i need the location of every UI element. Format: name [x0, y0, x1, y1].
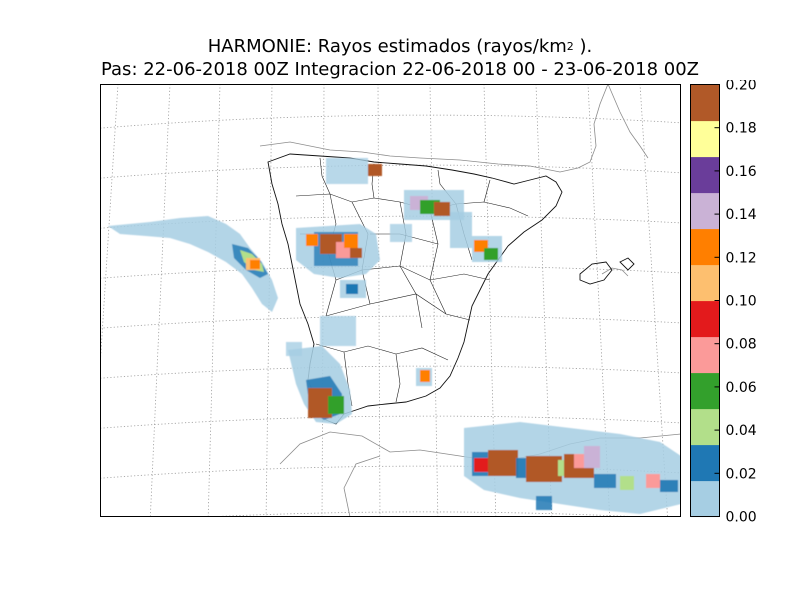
colorbar: 0.00 0.02 0.04 0.06 0.08 0.10 0.12 0.14 0.16 0.18… [690, 80, 757, 526]
lightning-density-field [108, 158, 681, 514]
colorbar-band [690, 120, 720, 158]
colorbar-tick-label: 0.02 [726, 466, 757, 482]
colorbar-tick-label: 0.04 [726, 423, 757, 439]
colorbar-tick-label: 0.20 [726, 80, 757, 94]
title-prefix: HARMONIE: Rayos estimados (rayos/km [207, 36, 567, 57]
colorbar-tick-label: 0.18 [726, 121, 757, 137]
colorbar-band [690, 156, 720, 194]
colorbar-tick-label: 0.12 [726, 250, 757, 266]
colorbar-band [690, 228, 720, 266]
iberia-coastline [267, 153, 635, 425]
colorbar-band [690, 336, 720, 374]
colorbar-tick-label: 0.10 [726, 294, 757, 310]
colorbar-band [690, 372, 720, 410]
chart-title-line-1: HARMONIE: Rayos estimados (rayos/km2 ). [0, 36, 800, 60]
colorbar-tick-label: 0.14 [726, 207, 757, 223]
map-panel [100, 84, 681, 517]
title-suffix: ). [573, 36, 593, 57]
colorbar-band [690, 192, 720, 230]
colorbar-bands [690, 84, 720, 518]
map-frame [100, 84, 681, 517]
colorbar-tick-label: 0.16 [726, 164, 757, 180]
colorbar-band [690, 84, 720, 122]
colorbar-band [690, 300, 720, 338]
chart-title-line-2: Pas: 22-06-2018 00Z Integracion 22-06-20… [100, 59, 699, 80]
colorbar-band [690, 264, 720, 302]
title-superscript: 2 [566, 40, 574, 53]
colorbar-tick-label: 0.06 [726, 380, 757, 396]
colorbar-tick-label: 0.08 [726, 337, 757, 353]
colorbar-band [690, 408, 720, 446]
colorbar-tick-label: 0.00 [726, 510, 757, 526]
colorbar-band [690, 480, 720, 518]
colorbar-band [690, 444, 720, 482]
colorbar-ticks: 0.00 0.02 0.04 0.06 0.08 0.10 0.12 0.14 0.16 0.18… [714, 80, 757, 526]
